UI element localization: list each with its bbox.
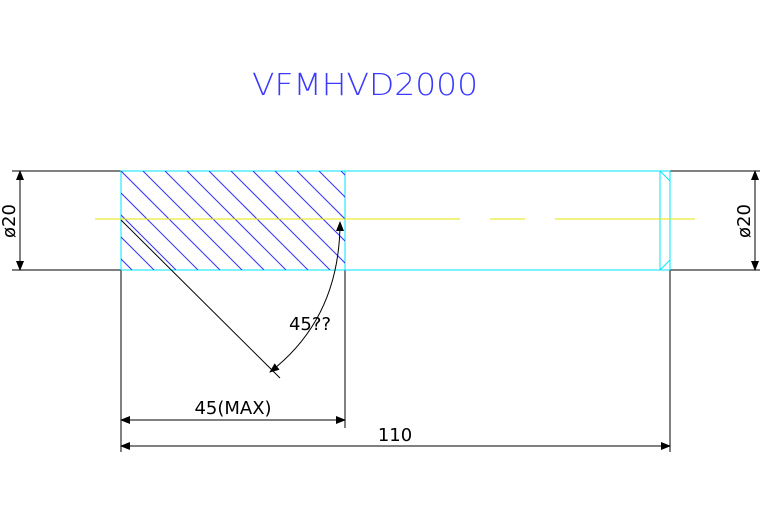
hatch-line — [340, 171, 345, 176]
hatch-line — [121, 171, 221, 270]
hatch-line — [208, 171, 309, 270]
diameter-label-right: ø20 — [734, 204, 755, 238]
part-outline — [120, 170, 671, 271]
hatch-line — [451, 171, 550, 270]
hatch-line — [121, 192, 199, 270]
hatch-line — [252, 171, 345, 264]
hatch-line — [274, 171, 345, 242]
hatch-line — [473, 171, 572, 270]
hatch-line — [164, 171, 265, 270]
hatch-line — [186, 171, 287, 270]
extension-lines — [12, 170, 760, 452]
hatch-line — [429, 171, 528, 270]
bevel-length-label: 45(MAX) — [194, 398, 271, 419]
hatch-line — [230, 171, 331, 270]
hatch-line — [318, 171, 345, 198]
total-length-label: 110 — [378, 425, 412, 446]
diameter-label-left: ø20 — [0, 204, 20, 238]
hatch-line — [385, 171, 484, 270]
hatch-line — [121, 236, 155, 270]
hatch-line — [296, 171, 345, 220]
hatch-line — [407, 171, 506, 270]
hatch-line — [121, 258, 133, 270]
drawing-title: VFMHVD2000 — [252, 68, 478, 103]
hatch-line — [121, 214, 177, 270]
section-hatch — [11, 171, 572, 270]
hatch-line — [142, 171, 243, 270]
bevel-line — [120, 219, 281, 379]
angle-arc — [269, 221, 344, 373]
hatch-line — [363, 171, 462, 270]
hatch-line — [11, 171, 110, 270]
angle-label: 45?? — [289, 314, 331, 335]
